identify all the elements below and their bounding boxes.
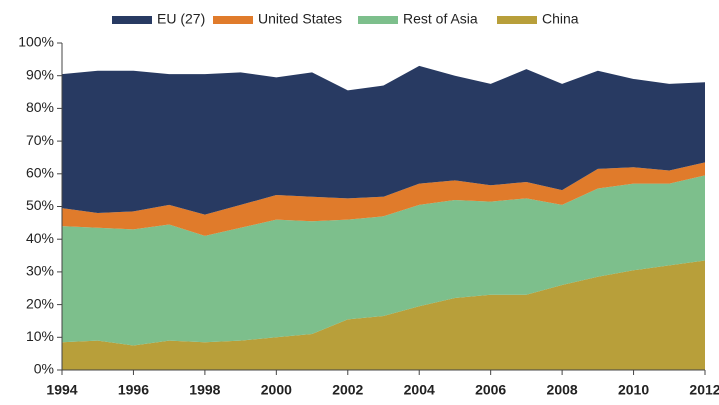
legend-label: Rest of Asia bbox=[403, 11, 478, 27]
area bbox=[62, 175, 705, 346]
x-tick-label: 2000 bbox=[261, 382, 292, 398]
legend-swatch bbox=[112, 16, 152, 24]
x-tick-label: 1996 bbox=[118, 382, 149, 398]
legend-label: EU (27) bbox=[157, 11, 205, 27]
y-tick-label: 70% bbox=[26, 132, 54, 148]
legend-label: China bbox=[542, 11, 579, 27]
area bbox=[62, 162, 705, 236]
area bbox=[62, 65, 705, 215]
legend-swatch bbox=[497, 16, 537, 24]
legend-label: United States bbox=[258, 11, 342, 27]
legend-swatch bbox=[213, 16, 253, 24]
x-tick-label: 2008 bbox=[547, 382, 578, 398]
y-tick-label: 0% bbox=[34, 361, 54, 377]
x-tick-label: 2010 bbox=[618, 382, 649, 398]
area bbox=[62, 260, 705, 370]
y-tick-label: 50% bbox=[26, 197, 54, 213]
y-tick-label: 20% bbox=[26, 295, 54, 311]
legend-swatch bbox=[358, 16, 398, 24]
x-tick-label: 1998 bbox=[189, 382, 220, 398]
x-tick-label: 2002 bbox=[332, 382, 363, 398]
x-tick-label: 2006 bbox=[475, 382, 506, 398]
y-tick-label: 60% bbox=[26, 165, 54, 181]
y-tick-label: 80% bbox=[26, 99, 54, 115]
y-tick-label: 100% bbox=[18, 34, 54, 50]
x-tick-label: 2004 bbox=[404, 382, 435, 398]
x-tick-label: 1994 bbox=[46, 382, 77, 398]
y-tick-label: 40% bbox=[26, 230, 54, 246]
y-tick-label: 10% bbox=[26, 328, 54, 344]
y-tick-label: 90% bbox=[26, 66, 54, 82]
x-tick-label: 2012 bbox=[689, 382, 719, 398]
y-tick-label: 30% bbox=[26, 263, 54, 279]
